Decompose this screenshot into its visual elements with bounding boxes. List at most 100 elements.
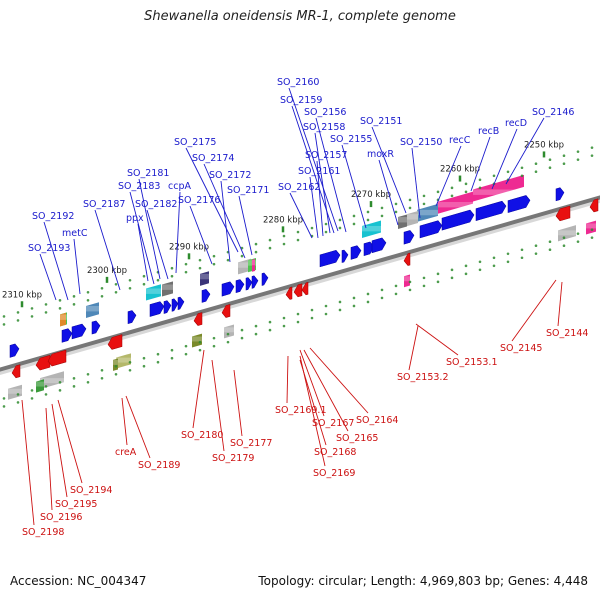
gene-band-0-12 bbox=[86, 302, 99, 319]
gene-label-so-2150: SO_2150 bbox=[400, 137, 442, 148]
track-dot-0 bbox=[30, 307, 34, 310]
gene-label-so-2171: SO_2171 bbox=[227, 185, 269, 196]
reverse-label-line bbox=[511, 279, 557, 342]
gene-band-1-4 bbox=[8, 384, 22, 400]
reverse-label-line bbox=[121, 397, 128, 446]
gene-band-shine-1-5 bbox=[116, 357, 131, 363]
track-dot-3 bbox=[576, 240, 580, 243]
track-dot-1 bbox=[30, 315, 34, 318]
track-dot-3 bbox=[450, 276, 454, 280]
forward-gene-arrow bbox=[177, 296, 185, 310]
track-dot-1 bbox=[520, 174, 524, 178]
track-dot-1 bbox=[352, 222, 356, 226]
gene-label-so-2145: SO_2145 bbox=[500, 343, 542, 354]
forward-gene-arrow bbox=[341, 249, 349, 263]
forward-label-line bbox=[371, 126, 407, 214]
gene-band-0-3 bbox=[407, 211, 418, 227]
track-dot-0 bbox=[464, 182, 468, 186]
gene-label-so-2172: SO_2172 bbox=[209, 170, 251, 181]
track-dot-3 bbox=[198, 348, 202, 352]
reverse-gene-arrow bbox=[11, 364, 21, 379]
forward-label-line bbox=[314, 132, 331, 234]
track-dot-0 bbox=[478, 178, 482, 182]
track-dot-3 bbox=[562, 244, 566, 247]
track-dot-1 bbox=[16, 319, 20, 322]
reverse-gene-arrow bbox=[35, 354, 51, 371]
track-dot-0 bbox=[436, 190, 440, 194]
forward-label-line bbox=[505, 117, 545, 185]
track-dot-0 bbox=[296, 230, 300, 234]
track-dot-1 bbox=[254, 250, 258, 254]
gene-band-shine-0-1 bbox=[473, 189, 524, 195]
forward-gene-arrow bbox=[9, 343, 20, 358]
reverse-gene-arrow bbox=[107, 334, 123, 350]
gene-label-so-2162: SO_2162 bbox=[278, 182, 320, 193]
forward-label-line bbox=[309, 176, 319, 239]
gene-label-so-2164: SO_2164 bbox=[356, 415, 398, 426]
track-dot-3 bbox=[366, 300, 370, 304]
track-dot-2 bbox=[478, 260, 482, 264]
gene-band-shine-0-11 bbox=[146, 288, 161, 294]
gene-band-0-6 bbox=[238, 258, 251, 275]
forward-gene-arrow bbox=[261, 272, 269, 286]
track-dot-0 bbox=[142, 274, 146, 278]
track-dot-3 bbox=[2, 405, 6, 408]
track-dot-2 bbox=[464, 264, 468, 268]
track-dot-0 bbox=[450, 186, 454, 190]
track-dot-2 bbox=[2, 397, 6, 400]
reverse-gene-arrow bbox=[301, 281, 309, 296]
gene-label-recb: recB bbox=[478, 126, 499, 137]
track-dot-2 bbox=[394, 284, 398, 288]
reverse-gene-arrow bbox=[47, 349, 67, 367]
track-dot-2 bbox=[324, 304, 328, 308]
reverse-gene-arrow bbox=[293, 283, 303, 298]
reverse-label-line bbox=[408, 325, 419, 371]
gene-band-0-10 bbox=[162, 281, 173, 297]
gene-band-0-2 bbox=[417, 203, 438, 222]
track-dot-1 bbox=[478, 186, 482, 190]
gene-label-so-2179: SO_2179 bbox=[212, 453, 254, 464]
forward-label-line bbox=[189, 205, 213, 265]
reverse-gene-arrow bbox=[555, 205, 571, 222]
feature-layer bbox=[9, 187, 599, 379]
gene-label-so-2144: SO_2144 bbox=[546, 328, 588, 339]
track-dot-3 bbox=[394, 292, 398, 296]
track-dot-2 bbox=[100, 368, 104, 372]
gene-label-ccpa: ccpA bbox=[168, 181, 191, 192]
forward-label-line bbox=[316, 160, 324, 237]
track-dot-1 bbox=[534, 170, 538, 174]
track-dot-2 bbox=[506, 252, 510, 256]
track-dot-0 bbox=[352, 214, 356, 218]
track-dot-1 bbox=[296, 238, 300, 242]
track-dot-2 bbox=[86, 373, 90, 376]
track-dot-1 bbox=[226, 258, 230, 262]
track-dot-3 bbox=[548, 248, 552, 252]
forward-label-line bbox=[238, 195, 253, 256]
gene-band-shine-0-14 bbox=[60, 314, 66, 320]
gene-label-so-2153-1: SO_2153.1 bbox=[446, 357, 498, 368]
gene-band-shine-1-2 bbox=[40, 378, 64, 384]
track-dot-2 bbox=[240, 328, 244, 332]
forward-label-line bbox=[73, 238, 81, 295]
tick-label: 2290 kbp bbox=[169, 242, 209, 252]
track-dot-1 bbox=[380, 214, 384, 218]
gene-label-recc: recC bbox=[449, 135, 471, 146]
track-dot-2 bbox=[184, 344, 188, 348]
track-dot-3 bbox=[170, 356, 174, 360]
forward-label-line bbox=[289, 192, 313, 239]
reverse-label-line bbox=[309, 347, 369, 414]
track-dot-2 bbox=[142, 356, 146, 360]
forward-label-line bbox=[146, 209, 169, 280]
genome-backbone bbox=[0, 195, 600, 372]
gene-band-0-14 bbox=[60, 312, 66, 327]
track-dot-0 bbox=[366, 210, 370, 214]
gene-label-so-2180: SO_2180 bbox=[181, 430, 223, 441]
track-dot-2 bbox=[366, 292, 370, 296]
gene-band-shine-1-0 bbox=[558, 230, 576, 236]
track-dot-0 bbox=[562, 154, 566, 157]
gene-band-shine-0-12 bbox=[86, 306, 99, 312]
reverse-gene-arrow bbox=[403, 252, 411, 266]
track-dot-2 bbox=[44, 385, 48, 388]
gene-band-0-9 bbox=[200, 271, 209, 286]
track-dot-3 bbox=[114, 372, 118, 376]
